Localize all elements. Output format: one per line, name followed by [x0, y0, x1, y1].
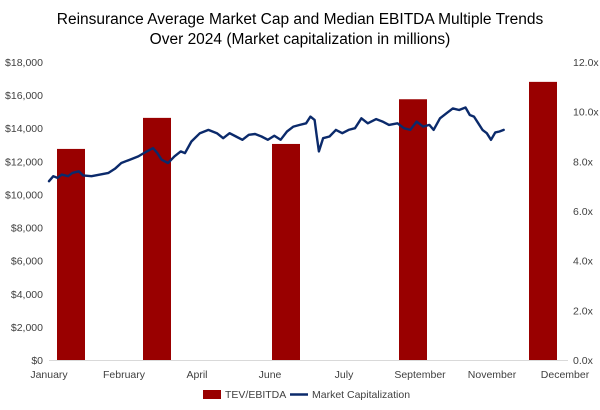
y-axis-left: $0 $2,000 $4,000 $6,000 $8,000 $10,000 $12,000… [5, 57, 43, 367]
x-axis: January February April June July September Nov… [30, 369, 589, 381]
x-tick-label: November [468, 369, 517, 381]
x-tick-label: April [186, 369, 207, 381]
y-right-tick-label: 10.0x [573, 107, 599, 119]
y-right-tick-label: 4.0x [573, 256, 594, 268]
market-cap-line-layer [47, 106, 505, 183]
bar-tev-ebitda [529, 81, 557, 360]
y-right-tick-label: 6.0x [573, 206, 594, 218]
bar-tev-ebitda [272, 143, 300, 360]
y-left-tick-label: $8,000 [11, 223, 43, 235]
y-left-tick-label: $2,000 [11, 322, 43, 334]
y-right-tick-label: 0.0x [573, 355, 594, 367]
y-left-tick-label: $18,000 [5, 57, 43, 69]
legend-label-market-cap: Market Capitalization [312, 389, 410, 401]
y-left-tick-label: $4,000 [11, 289, 43, 301]
tev-ebitda-bars [57, 81, 557, 360]
y-right-tick-label: 8.0x [573, 156, 594, 168]
bar-tev-ebitda [399, 99, 427, 360]
x-tick-label: December [541, 369, 590, 381]
bar-tev-ebitda [143, 117, 171, 360]
legend: TEV/EBITDA Market Capitalization [203, 389, 410, 401]
bar-tev-ebitda [57, 148, 85, 360]
y-left-tick-label: $0 [31, 355, 43, 367]
legend-swatch-tev-ebitda [203, 390, 221, 399]
y-right-tick-label: 12.0x [573, 57, 599, 69]
x-tick-label: June [259, 369, 282, 381]
x-tick-label: September [394, 369, 446, 381]
chart-title: Reinsurance Average Market Cap and Media… [57, 11, 544, 48]
chart-title-line-2: Over 2024 (Market capitalization in mill… [150, 31, 451, 48]
y-left-tick-label: $12,000 [5, 156, 43, 168]
chart-title-line-1: Reinsurance Average Market Cap and Media… [57, 11, 544, 28]
x-tick-label: July [335, 369, 354, 381]
y-axis-right: 0.0x 2.0x 4.0x 6.0x 8.0x 10.0x 12.0x [573, 57, 599, 367]
y-right-tick-label: 2.0x [573, 305, 594, 317]
x-tick-label: January [30, 369, 68, 381]
x-tick-label: February [103, 369, 146, 381]
y-left-tick-label: $16,000 [5, 90, 43, 102]
market-cap-line [47, 106, 505, 183]
y-left-tick-label: $10,000 [5, 189, 43, 201]
legend-label-tev-ebitda: TEV/EBITDA [225, 389, 286, 401]
y-left-tick-label: $14,000 [5, 123, 43, 135]
y-left-tick-label: $6,000 [11, 256, 43, 268]
